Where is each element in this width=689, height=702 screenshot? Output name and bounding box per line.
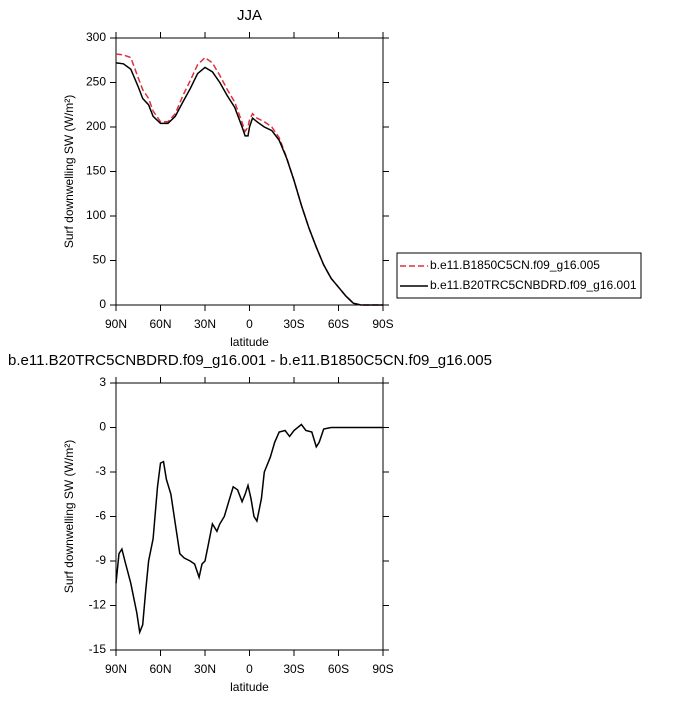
x-tick-label: 90S (372, 662, 393, 676)
legend-label: b.e11.B1850C5CN.f09_g16.005 (430, 258, 600, 272)
x-tick-label: 0 (246, 662, 253, 676)
x-tick-label: 30N (194, 317, 216, 331)
x-axis-label: latitude (230, 335, 269, 349)
plot-frame (115, 37, 384, 306)
y-tick-label: -3 (95, 464, 106, 478)
x-tick-label: 60N (149, 317, 171, 331)
y-axis-label: Surf downwelling SW (W/m²) (62, 95, 76, 248)
y-tick-label: 100 (86, 208, 106, 222)
plot-frame (115, 382, 384, 651)
x-tick-label: 60N (149, 662, 171, 676)
x-tick-label: 60S (328, 317, 349, 331)
x-tick-label: 90N (105, 317, 127, 331)
y-tick-label: -6 (95, 509, 106, 523)
x-tick-label: 90S (372, 317, 393, 331)
x-tick-label: 0 (246, 317, 253, 331)
y-tick-label: 3 (99, 375, 106, 389)
x-axis-label: latitude (230, 680, 269, 694)
x-tick-label: 30S (283, 317, 304, 331)
y-tick-label: 250 (86, 75, 106, 89)
y-tick-label: -12 (89, 598, 107, 612)
y-tick-label: 150 (86, 164, 106, 178)
data-line (115, 53, 383, 306)
x-tick-label: 30S (283, 662, 304, 676)
chart-title: b.e11.B20TRC5CNBDRD.f09_g16.001 - b.e11.… (8, 352, 492, 369)
y-tick-label: 0 (99, 420, 106, 434)
x-tick-label: 90N (105, 662, 127, 676)
data-line (115, 423, 383, 636)
x-tick-label: 60S (328, 662, 349, 676)
y-tick-label: -9 (95, 553, 106, 567)
y-tick-label: 0 (99, 297, 106, 311)
legend-label: b.e11.B20TRC5CNBDRD.f09_g16.001 (430, 278, 637, 292)
y-tick-label: -15 (89, 642, 107, 656)
chart-title: JJA (237, 7, 262, 24)
data-line (115, 62, 383, 306)
legend-box (396, 252, 642, 299)
y-tick-label: 200 (86, 119, 106, 133)
y-tick-label: 300 (86, 30, 106, 44)
y-axis-label: Surf downwelling SW (W/m²) (62, 440, 76, 593)
y-tick-label: 50 (93, 253, 107, 267)
x-tick-label: 30N (194, 662, 216, 676)
